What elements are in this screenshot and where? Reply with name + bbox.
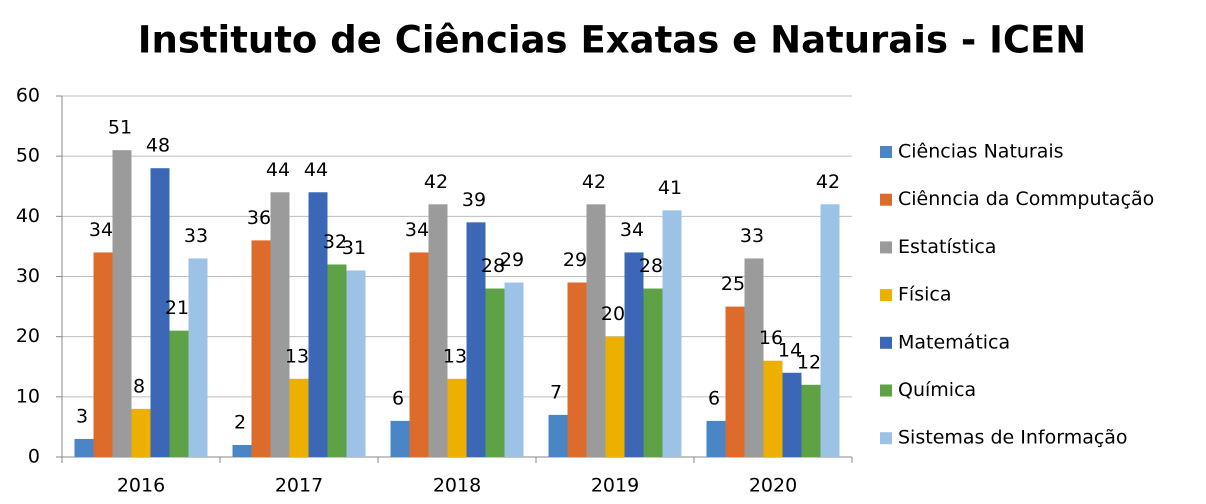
data-label: 20 — [601, 303, 625, 325]
chart-title: Instituto de Ciências Exatas e Naturais … — [138, 19, 1087, 62]
bar — [308, 192, 328, 457]
legend-label: Física — [898, 284, 951, 306]
data-label: 6 — [392, 387, 404, 409]
bar — [346, 270, 366, 457]
bar — [289, 378, 309, 457]
bar — [409, 252, 429, 457]
data-label: 2 — [234, 411, 246, 433]
data-label: 13 — [443, 345, 467, 367]
bar — [763, 360, 783, 457]
legend-swatch — [880, 336, 892, 349]
bar — [232, 444, 252, 457]
bar — [567, 282, 587, 457]
bar — [586, 204, 606, 457]
y-tick-label: 10 — [16, 385, 40, 407]
data-label: 41 — [658, 177, 682, 199]
x-tick-label: 2020 — [749, 475, 797, 497]
y-tick-label: 60 — [16, 85, 40, 107]
data-label: 25 — [721, 273, 745, 295]
data-label: 3 — [76, 405, 88, 427]
legend-label: Sistemas de Informação — [898, 427, 1128, 449]
bar — [112, 150, 132, 457]
data-label: 29 — [563, 249, 587, 271]
bar — [447, 378, 467, 457]
bar — [624, 252, 644, 457]
data-label: 33 — [184, 225, 208, 247]
data-label: 34 — [89, 219, 113, 241]
bar — [820, 204, 840, 457]
legend-swatch — [880, 432, 892, 445]
bar — [605, 336, 625, 457]
y-tick-label: 50 — [16, 145, 40, 167]
data-label: 42 — [816, 171, 840, 193]
data-label: 34 — [405, 219, 429, 241]
data-label: 33 — [740, 225, 764, 247]
data-label: 7 — [550, 381, 562, 403]
bar — [150, 168, 170, 457]
bar — [390, 420, 410, 457]
legend-swatch — [880, 289, 892, 302]
data-label: 6 — [708, 387, 720, 409]
bar — [251, 240, 271, 457]
y-tick-label: 0 — [28, 446, 40, 468]
bar — [643, 288, 663, 457]
legend-label: Ciênncia da Commputação — [898, 188, 1154, 210]
data-label: 12 — [797, 351, 821, 373]
bar — [428, 204, 448, 457]
data-label: 29 — [500, 249, 524, 271]
legend-swatch — [880, 146, 892, 158]
bar — [270, 192, 290, 457]
bar — [188, 258, 208, 457]
data-label: 28 — [639, 255, 663, 277]
data-label: 44 — [304, 159, 328, 181]
y-tick-label: 30 — [16, 265, 40, 287]
bar — [93, 252, 113, 457]
legend-label: Estatística — [898, 236, 996, 258]
data-label: 39 — [462, 189, 486, 211]
y-tick-label: 40 — [16, 205, 40, 227]
data-label: 48 — [146, 135, 170, 157]
bar — [485, 288, 505, 457]
data-label: 34 — [620, 219, 644, 241]
bar — [74, 438, 94, 457]
data-label: 28 — [481, 255, 505, 277]
bar — [169, 330, 189, 457]
bar — [782, 372, 802, 457]
bar — [466, 222, 486, 457]
legend-label: Química — [898, 379, 976, 401]
bar — [327, 264, 347, 457]
y-tick-label: 20 — [16, 325, 40, 347]
x-tick-label: 2019 — [591, 475, 639, 497]
bar — [548, 414, 568, 457]
data-label: 31 — [342, 237, 366, 259]
data-label: 51 — [108, 117, 132, 139]
data-label: 14 — [778, 339, 802, 361]
x-tick-label: 2016 — [117, 475, 165, 497]
legend-label: Matemática — [898, 331, 1010, 353]
data-label: 42 — [424, 171, 448, 193]
x-tick-label: 2017 — [275, 475, 323, 497]
data-label: 21 — [165, 297, 189, 319]
data-label: 13 — [285, 345, 309, 367]
legend-swatch — [880, 384, 892, 397]
legend-swatch — [880, 193, 892, 206]
bar — [725, 306, 745, 457]
bar — [662, 210, 682, 457]
bar — [131, 408, 151, 457]
data-label: 16 — [759, 327, 783, 349]
x-tick-label: 2018 — [433, 475, 481, 497]
data-label: 42 — [582, 171, 606, 193]
bar — [504, 282, 524, 457]
data-label: 44 — [266, 159, 290, 181]
data-label: 32 — [323, 231, 347, 253]
data-label: 8 — [133, 375, 145, 397]
legend-label: Ciências Naturais — [898, 141, 1064, 163]
bar — [744, 258, 764, 457]
legend-swatch — [880, 241, 892, 254]
data-label: 36 — [247, 207, 271, 229]
bar — [706, 420, 726, 457]
bar — [801, 384, 821, 457]
